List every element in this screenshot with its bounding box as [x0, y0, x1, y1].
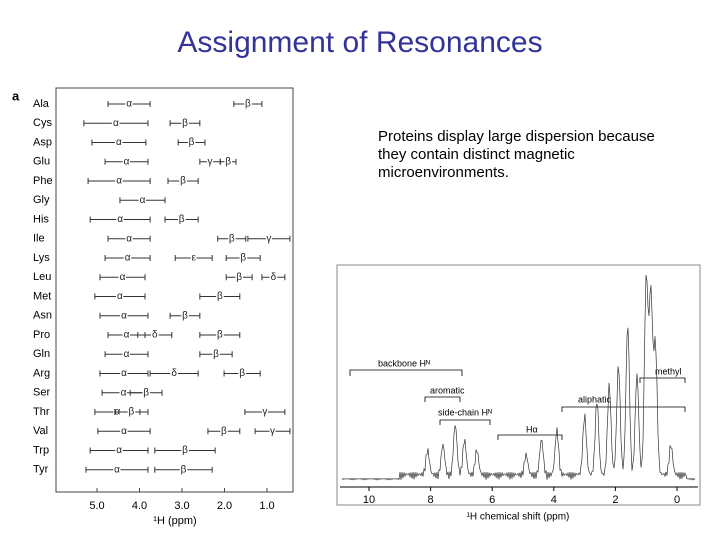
range-label: γ: [266, 233, 271, 244]
x-tick-label: 4.0: [132, 500, 147, 512]
range-label: α: [126, 233, 132, 244]
left-plot-frame: [55, 87, 294, 493]
range-label: β: [182, 310, 188, 321]
x-tick-label: 1.0: [259, 500, 274, 512]
residue-name: Trp: [33, 444, 49, 456]
range-label: α: [116, 445, 122, 456]
residue-name: Ala: [33, 98, 50, 110]
range-label: δ: [152, 330, 158, 341]
residue-name: His: [33, 213, 49, 225]
residue-name: Asp: [33, 136, 52, 148]
range-label: β: [239, 368, 245, 379]
range-label: α: [116, 176, 122, 187]
spectrum-tick-label: 10: [363, 494, 375, 506]
residue-name: Cys: [33, 117, 52, 129]
range-label: β: [245, 99, 251, 110]
range-label: β: [143, 387, 149, 398]
left-axis-title: ¹H (ppm): [153, 515, 196, 527]
range-label: α: [117, 214, 123, 225]
spectrum-trace: [341, 274, 696, 481]
aromatic-bracket: [424, 396, 461, 402]
slide-title: Assignment of Resonances: [177, 26, 542, 59]
range-label: α: [114, 464, 120, 475]
residue-name: Pro: [33, 329, 50, 341]
range-label: β: [221, 426, 227, 437]
range-label: β: [225, 156, 231, 167]
spectrum-tick-label: 0: [674, 494, 680, 506]
range-label: α: [125, 253, 131, 264]
range-label: β: [180, 176, 186, 187]
residue-name: Lys: [33, 252, 50, 264]
aromatic-label: aromatic: [430, 385, 465, 395]
range-label: δ: [271, 272, 277, 283]
range-label: α: [124, 156, 130, 167]
spectrum-axis-title: ¹H chemical shift (ppm): [467, 512, 570, 523]
range-label: δ: [171, 368, 177, 379]
halpha-bracket: [497, 434, 563, 440]
range-label: β: [179, 214, 185, 225]
range-label: β: [240, 253, 246, 264]
range-label: β: [213, 349, 219, 360]
range-label: α: [121, 310, 127, 321]
residue-name: Met: [33, 290, 51, 302]
panel-label: a: [12, 88, 20, 103]
spectrum-annotations: [349, 369, 686, 440]
range-label: β: [229, 233, 235, 244]
residue-name: Tyr: [33, 464, 49, 476]
backbone-label: backbone Hᴺ: [378, 358, 430, 368]
spectrum-tick-label: 8: [428, 494, 434, 506]
residue-name: Gly: [33, 194, 50, 206]
range-label: α: [116, 137, 122, 148]
residue-name: Val: [33, 425, 48, 437]
residue-name: Glu: [33, 156, 50, 168]
range-label: α: [120, 272, 126, 283]
range-label: γ: [270, 426, 275, 437]
residue-name: Ile: [33, 233, 45, 245]
x-tick-label: 3.0: [174, 500, 189, 512]
range-label: β: [189, 137, 195, 148]
residue-name: Leu: [33, 271, 51, 283]
aliphatic-label: aliphatic: [578, 394, 612, 404]
range-label: α: [126, 99, 132, 110]
range-label: β: [129, 407, 135, 418]
range-label: α: [117, 291, 123, 302]
caption: Proteins display large dispersion becaus…: [378, 128, 655, 181]
methyl-label: methyl: [655, 366, 682, 376]
range-label: ε: [191, 253, 196, 264]
range-label: γ: [208, 156, 213, 167]
x-tick-label: 2.0: [217, 500, 232, 512]
spectrum-frame: [336, 264, 701, 506]
spectrum-tick-label: 2: [612, 494, 618, 506]
side-chain-label: side-chain Hᴺ: [438, 407, 492, 417]
residue-name: Thr: [33, 406, 50, 418]
range-label: β: [217, 291, 223, 302]
range-label: β: [236, 272, 242, 283]
range-label: β: [181, 464, 187, 475]
range-label: α: [121, 387, 127, 398]
residue-name: Gln: [33, 348, 50, 360]
range-label: α: [121, 426, 127, 437]
range-label: β: [182, 445, 188, 456]
spectrum-tick-label: 6: [489, 494, 495, 506]
range-label: α: [113, 118, 119, 129]
x-tick-label: 5.0: [89, 500, 104, 512]
sidechain-bracket: [439, 419, 491, 425]
residue-name: Asn: [33, 310, 52, 322]
methyl-bracket: [639, 377, 686, 383]
range-label: α: [121, 368, 127, 379]
residue-name: Arg: [33, 367, 50, 379]
residue-name: Ser: [33, 387, 50, 399]
range-label: β: [182, 118, 188, 129]
range-label: α: [124, 330, 130, 341]
h-alpha-label: Hα: [526, 424, 538, 434]
aliphatic-bracket: [561, 406, 686, 412]
residue-name: Phe: [33, 175, 53, 187]
range-label: β: [217, 330, 223, 341]
range-label: γ: [262, 407, 267, 418]
range-label: α: [140, 195, 146, 206]
spectrum-tick-label: 4: [551, 494, 557, 506]
range-label: α: [124, 349, 130, 360]
backbone-bracket: [349, 369, 463, 376]
